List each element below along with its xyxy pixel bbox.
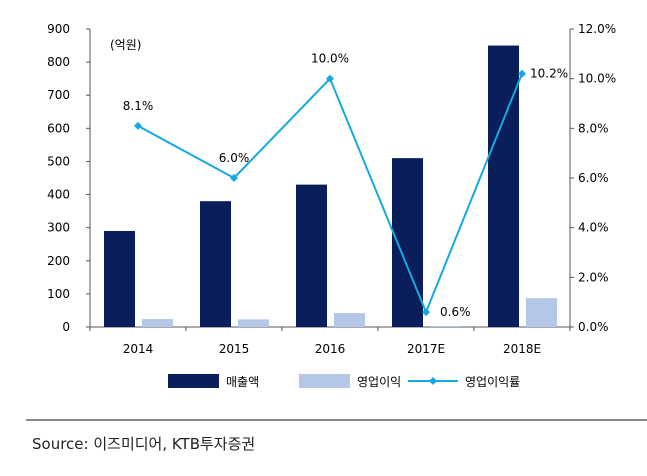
right-tick-label: 10.0% bbox=[578, 72, 616, 86]
legend-label-revenue: 매출액 bbox=[226, 375, 259, 389]
margin-data-label: 8.1% bbox=[123, 99, 154, 113]
left-tick-label: 500 bbox=[47, 154, 70, 168]
left-tick-label: 800 bbox=[47, 55, 70, 69]
margin-data-label: 6.0% bbox=[219, 151, 250, 165]
margin-point bbox=[134, 121, 142, 130]
bar-revenue bbox=[200, 201, 231, 327]
legend-swatch-revenue bbox=[168, 374, 219, 388]
x-tick-label: 2015 bbox=[219, 342, 250, 356]
right-tick-label: 6.0% bbox=[578, 171, 609, 185]
x-tick-label: 2014 bbox=[123, 342, 154, 356]
x-tick-label: 2017E bbox=[407, 342, 445, 356]
left-tick-label: 300 bbox=[47, 221, 70, 235]
unit-label: (억원) bbox=[110, 38, 141, 52]
x-tick-label: 2016 bbox=[315, 342, 346, 356]
right-tick-label: 2.0% bbox=[578, 270, 609, 284]
bar-operating-profit bbox=[142, 319, 173, 327]
left-tick-label: 900 bbox=[47, 22, 70, 36]
bar-operating-profit bbox=[238, 319, 269, 327]
margin-point bbox=[422, 308, 430, 317]
legend-marker-margin bbox=[429, 377, 437, 385]
margin-data-label: 10.2% bbox=[530, 67, 568, 81]
right-tick-label: 4.0% bbox=[578, 221, 609, 235]
margin-data-label: 0.6% bbox=[440, 305, 471, 319]
right-tick-label: 12.0% bbox=[578, 22, 616, 36]
left-tick-label: 200 bbox=[47, 254, 70, 268]
bar-operating-profit bbox=[334, 313, 365, 327]
bar-revenue bbox=[296, 184, 327, 327]
margin-point bbox=[326, 74, 334, 83]
left-tick-label: 600 bbox=[47, 121, 70, 135]
left-tick-label: 700 bbox=[47, 88, 70, 102]
right-tick-label: 0.0% bbox=[578, 320, 609, 334]
left-tick-label: 400 bbox=[47, 188, 70, 202]
margin-point bbox=[518, 69, 526, 78]
bar-revenue bbox=[104, 230, 135, 327]
right-tick-label: 8.0% bbox=[578, 121, 609, 135]
x-tick-label: 2018E bbox=[503, 342, 541, 356]
legend-swatch-operating-profit bbox=[299, 374, 350, 388]
legend-label-margin: 영업이익률 bbox=[465, 375, 520, 389]
bar-revenue bbox=[488, 45, 519, 328]
left-tick-label: 100 bbox=[47, 287, 70, 301]
margin-data-label: 10.0% bbox=[311, 52, 349, 66]
margin-point bbox=[230, 174, 238, 182]
left-tick-label: 0 bbox=[62, 320, 70, 334]
bar-operating-profit bbox=[430, 326, 461, 327]
margin-line bbox=[137, 73, 523, 315]
legend-label-operating-profit: 영업이익 bbox=[357, 375, 401, 389]
bar-operating-profit bbox=[526, 298, 557, 327]
source-note: Source: 이즈미디어, KTB투자증권 bbox=[32, 435, 256, 453]
